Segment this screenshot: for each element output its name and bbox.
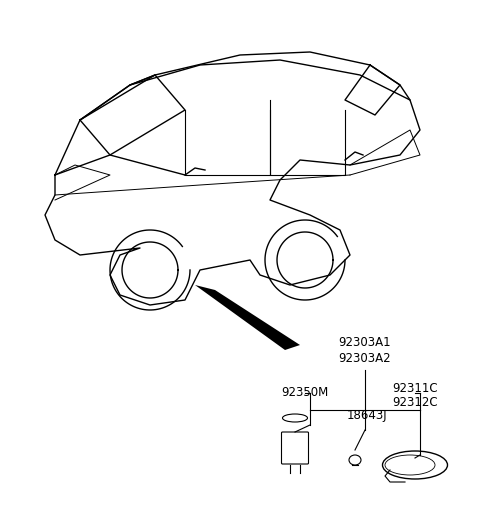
Text: 18643J: 18643J — [347, 409, 387, 423]
Text: 92312C: 92312C — [392, 397, 438, 409]
Ellipse shape — [349, 455, 361, 465]
Ellipse shape — [383, 451, 447, 479]
Text: 92311C: 92311C — [392, 382, 438, 396]
FancyBboxPatch shape — [281, 432, 309, 464]
Ellipse shape — [385, 455, 435, 475]
Text: 92303A1: 92303A1 — [339, 337, 391, 349]
Ellipse shape — [283, 414, 308, 422]
Text: 92303A2: 92303A2 — [339, 352, 391, 364]
Text: 92350M: 92350M — [281, 387, 329, 399]
Polygon shape — [195, 285, 300, 350]
